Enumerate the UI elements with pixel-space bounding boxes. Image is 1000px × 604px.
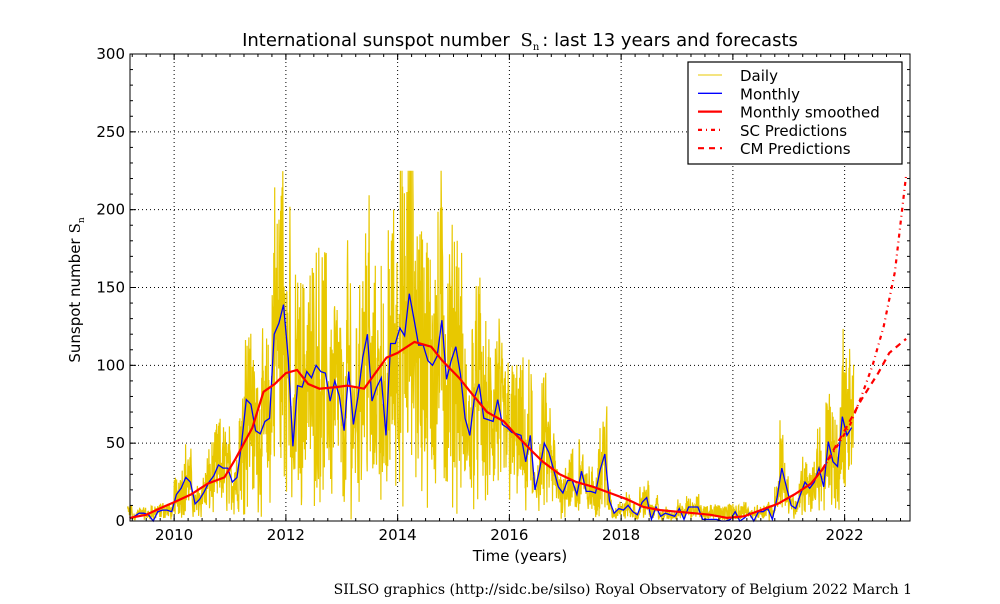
title-suffix: : last 13 years and forecasts <box>542 30 798 51</box>
title-symbol: S <box>520 30 532 51</box>
y-tick-label: 0 <box>115 512 125 530</box>
svg-text:International sunspot number: International sunspot number Sn: last 13… <box>242 30 798 53</box>
y-tick-label: 50 <box>106 434 125 452</box>
daily-series <box>128 171 854 521</box>
y-tick-label: 100 <box>96 356 125 374</box>
title-symbol-sub: n <box>533 42 540 53</box>
legend-label: Daily <box>740 67 778 85</box>
y-tick-label: 300 <box>96 45 125 63</box>
x-tick-label: 2018 <box>602 526 640 544</box>
legend-label: CM Predictions <box>740 140 851 158</box>
footer-credit: SILSO graphics (http://sidc.be/silso) Ro… <box>334 582 912 598</box>
y-label-symbol-sub: n <box>77 217 87 223</box>
x-tick-label: 2010 <box>155 526 193 544</box>
y-tick-label: 250 <box>96 123 125 141</box>
x-axis-label: Time (years) <box>472 547 567 565</box>
legend-label: Monthly smoothed <box>740 104 880 122</box>
svg-text:Sunspot numberSn: Sunspot number Sn <box>66 217 87 363</box>
title-text: International sunspot number <box>242 30 510 51</box>
x-tick-label: 2014 <box>379 526 417 544</box>
y-label-text: Sunspot number <box>66 238 84 363</box>
y-label-symbol: S <box>66 223 84 233</box>
daily-line <box>128 171 854 521</box>
y-tick-label: 200 <box>96 201 125 219</box>
chart-title: International sunspot number Sn: last 13… <box>242 30 798 53</box>
x-tick-label: 2020 <box>714 526 752 544</box>
x-tick-label: 2012 <box>267 526 305 544</box>
legend-label: SC Predictions <box>740 122 847 140</box>
x-tick-label: 2016 <box>490 526 528 544</box>
x-tick-label: 2022 <box>826 526 864 544</box>
y-tick-label: 150 <box>96 279 125 297</box>
legend-label: Monthly <box>740 85 800 103</box>
y-axis-label: Sunspot number Sn <box>66 217 87 363</box>
